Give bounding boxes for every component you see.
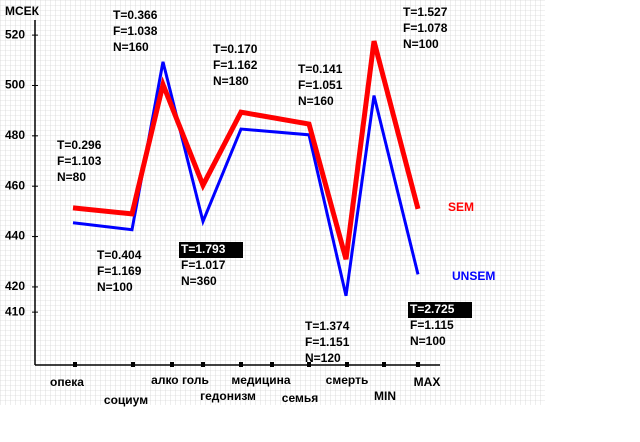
x-tick-label: MIN: [374, 389, 396, 403]
annotation: N=100: [97, 280, 133, 294]
annotation: N=100: [410, 334, 446, 348]
x-tick: [345, 362, 349, 367]
x-tick: [201, 362, 205, 367]
annotation: F=1.103: [57, 154, 102, 168]
y-axis-label: МСЕК: [5, 4, 40, 18]
x-tick: [73, 362, 77, 367]
annotation: F=1.115: [410, 318, 454, 332]
annotation: T=0.366: [113, 8, 158, 22]
annotation: F=1.078: [403, 21, 448, 35]
annotation: N=360: [181, 274, 217, 288]
x-tick-label: алко голь: [151, 373, 209, 387]
highlight-box: [408, 302, 472, 318]
annotation: F=1.169: [97, 264, 142, 278]
x-tick-label: медицина: [231, 373, 291, 387]
annotation: T=2.725: [410, 302, 455, 316]
annotation: T=1.527: [403, 5, 448, 19]
y-tick-label: 460: [5, 178, 25, 192]
annotation: N=80: [57, 170, 86, 184]
annotation: F=1.038: [113, 24, 158, 38]
legend-label: UNSEM: [452, 269, 495, 283]
x-tick-label: социум: [104, 393, 148, 407]
y-tick-label: 480: [5, 128, 25, 142]
annotation: F=1.151: [305, 335, 350, 349]
x-tick: [416, 362, 420, 367]
annotation: F=1.162: [213, 58, 258, 72]
x-tick: [382, 362, 386, 367]
annotation: F=1.051: [298, 78, 343, 92]
annotation: N=120: [305, 351, 341, 365]
annotation: T=0.296: [57, 138, 102, 152]
annotation: T=0.170: [213, 42, 258, 56]
y-tick-label: 520: [5, 27, 25, 41]
annotation: T=0.404: [97, 248, 142, 262]
annotation: F=1.017: [181, 258, 226, 272]
x-tick: [239, 362, 243, 367]
y-tick-label: 440: [5, 229, 25, 243]
annotation: T=0.141: [298, 62, 343, 76]
series-line: [72, 40, 421, 260]
x-tick: [131, 362, 135, 367]
highlight-box: [179, 242, 243, 258]
annotation: N=160: [113, 40, 149, 54]
x-tick: [270, 362, 274, 367]
y-tick-label: 410: [5, 304, 25, 318]
annotation: N=100: [403, 37, 439, 51]
annotation: T=1.374: [305, 319, 350, 333]
x-tick: [170, 362, 174, 367]
x-tick-label: смерть: [326, 373, 369, 387]
x-tick-label: семья: [282, 391, 318, 405]
x-tick-label: MAX: [414, 375, 441, 389]
annotation: T=1.793: [181, 242, 226, 256]
x-tick-label: гедонизм: [200, 389, 256, 403]
graph-paper: [0, 0, 545, 405]
y-tick-label: 420: [5, 279, 25, 293]
x-tick-label: опека: [50, 375, 84, 389]
annotation: N=180: [213, 74, 249, 88]
legend-label: SEM: [448, 200, 474, 214]
x-tick: [307, 362, 311, 367]
annotation: N=160: [298, 94, 334, 108]
y-tick-label: 500: [5, 78, 25, 92]
